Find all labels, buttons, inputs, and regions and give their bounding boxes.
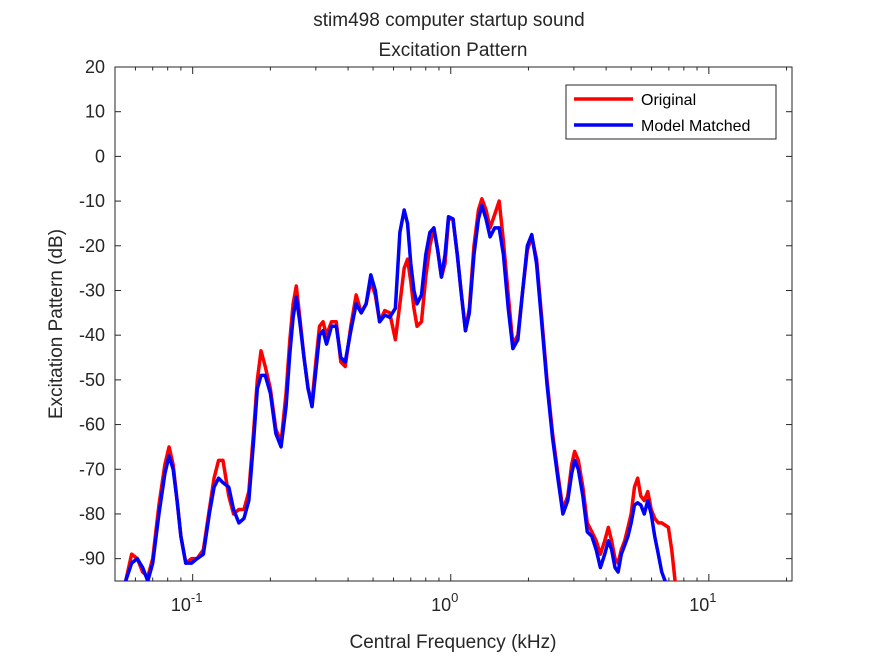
y-tick-label: -60 bbox=[79, 415, 105, 435]
series-line-model-matched bbox=[123, 203, 667, 581]
y-tick-label: -50 bbox=[79, 370, 105, 390]
y-tick-label: 0 bbox=[95, 146, 105, 166]
legend-label: Model Matched bbox=[641, 118, 750, 135]
y-tick-label: -80 bbox=[79, 504, 105, 524]
x-tick-label: 100 bbox=[431, 590, 458, 615]
x-tick-label: 101 bbox=[689, 590, 716, 615]
chart-title: stim498 computer startup sound bbox=[313, 10, 584, 31]
legend-label: Original bbox=[641, 92, 696, 109]
y-tick-label: -70 bbox=[79, 459, 105, 479]
y-tick-label: -90 bbox=[79, 549, 105, 569]
x-tick-label: 10-1 bbox=[171, 590, 203, 615]
x-axis-label: Central Frequency (kHz) bbox=[350, 632, 557, 653]
y-axis-label: Excitation Pattern (dB) bbox=[46, 229, 67, 419]
y-tick-label: -20 bbox=[79, 236, 105, 256]
y-tick-label: 10 bbox=[85, 102, 105, 122]
legend: Original Model Matched bbox=[565, 84, 777, 140]
y-tick-label: -10 bbox=[79, 191, 105, 211]
legend-box bbox=[565, 84, 777, 140]
y-tick-label: -30 bbox=[79, 280, 105, 300]
y-tick-label: 20 bbox=[85, 57, 105, 77]
axes-box bbox=[114, 66, 793, 582]
y-tick-label: -40 bbox=[79, 325, 105, 345]
chart-subtitle: Excitation Pattern bbox=[379, 40, 528, 61]
